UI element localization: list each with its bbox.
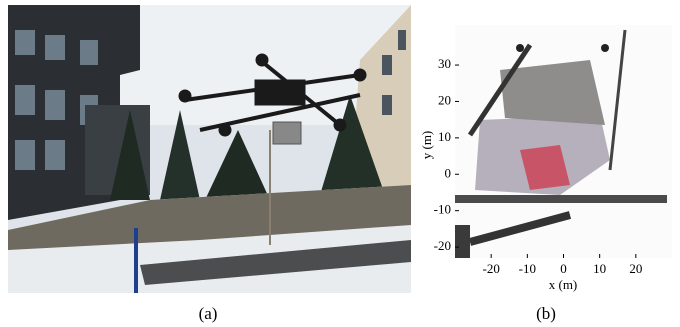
x-tick-label: -20 — [482, 261, 499, 276]
point-cloud-map — [455, 25, 672, 258]
x-tick-label: 0 — [560, 261, 567, 276]
y-tick-label: 0 — [445, 165, 452, 180]
x-tick-label: -10 — [519, 261, 536, 276]
y-tick-label: 10 — [438, 129, 451, 144]
y-tick-label: -10 — [434, 202, 451, 217]
y-tick-label: 20 — [438, 92, 451, 107]
caption: (b) — [536, 304, 556, 323]
y-tick-label: -20 — [434, 238, 451, 253]
y-axis-label: y (m) — [419, 131, 434, 160]
figure: y (m) x (m) (a) (b) -20 -10 0 10 20 30 -20 -10 0… — [0, 0, 680, 327]
caption: (a) — [199, 304, 218, 323]
photo — [8, 5, 411, 293]
y-tick-label: 30 — [438, 56, 451, 71]
x-tick-label: 20 — [629, 261, 642, 276]
x-tick-label: 10 — [593, 261, 606, 276]
x-axis-label: x (m) — [549, 277, 578, 292]
